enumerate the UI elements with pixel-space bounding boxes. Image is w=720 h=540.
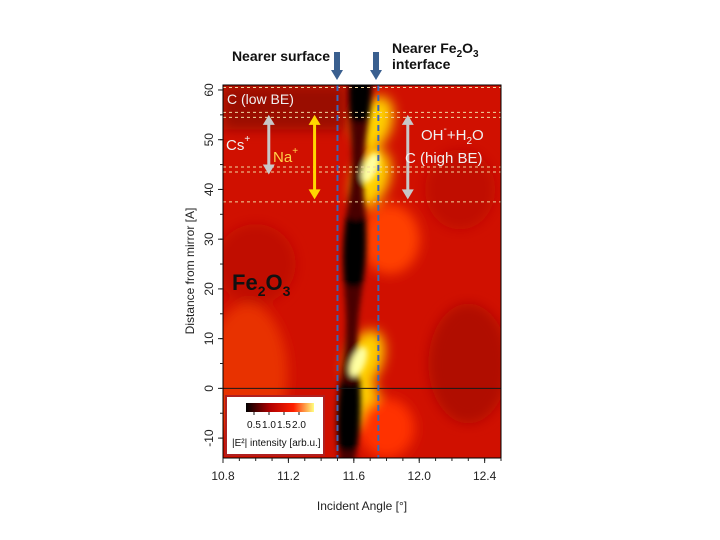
colorbar-tick-label: 2.0 [292, 420, 306, 431]
nearer-interface-label-line2: interface [392, 56, 451, 72]
bright-core-mark [361, 152, 380, 183]
x-tick-label: 11.6 [343, 469, 366, 483]
y-tick-label: 20 [202, 282, 216, 296]
vertical-markers [336, 85, 380, 458]
colorbar-label: |E²| intensity [arb.u.] [232, 438, 321, 449]
fe2o3-label: Fe2O3 [232, 270, 291, 299]
x-tick-label: 12.4 [473, 469, 497, 483]
colorbar-legend: 0.5 1.0 1.5 2.0 |E²| intensity [arb.u.] [225, 395, 325, 456]
y-axis-label: Distance from mirror [A] [183, 208, 197, 335]
cs-label: Cs+ [226, 134, 250, 154]
oh-range-arrow [401, 114, 414, 200]
bright-core-mark [349, 346, 368, 377]
x-tick-label: 10.8 [211, 469, 235, 483]
y-tick-label: 40 [202, 182, 216, 196]
down-arrow-icon [331, 52, 343, 80]
c-low-be-label: C (low BE) [227, 91, 294, 107]
x-axis: 10.8 11.2 11.6 12.0 12.4 [211, 458, 502, 483]
y-tick-label: -10 [202, 429, 216, 447]
x-tick-label: 11.2 [277, 469, 300, 483]
down-arrow-icon [370, 52, 382, 80]
y-tick-label: 0 [202, 385, 216, 392]
range-arrows [262, 114, 414, 200]
cs-range-arrow [262, 114, 275, 175]
y-tick-label: 10 [202, 332, 216, 346]
na-range-arrow [308, 114, 321, 200]
y-axis: -10 0 10 20 30 40 50 60 [202, 83, 223, 447]
colorbar-tick-label: 1.5 [277, 420, 291, 431]
x-axis-label: Incident Angle [°] [317, 499, 407, 513]
y-tick-label: 30 [202, 232, 216, 246]
plot-frame [222, 84, 502, 459]
y-tick-label: 50 [202, 133, 216, 147]
oh-h2o-label: OH-+H2O [421, 124, 484, 147]
horizontal-lines [223, 86, 501, 389]
na-label: Na+ [273, 146, 298, 166]
colorbar-tick-label: 1.0 [262, 420, 276, 431]
dark-band-mark [348, 85, 373, 93]
nearer-surface-label: Nearer surface [232, 48, 330, 64]
colorbar-tick-label: 0.5 [247, 420, 261, 431]
x-tick-label: 12.0 [408, 469, 432, 483]
y-tick-label: 60 [202, 83, 216, 97]
nearer-interface-label: Nearer Fe2O3 [392, 40, 479, 60]
c-high-be-label: C (high BE) [405, 150, 483, 167]
colorbar-gradient [246, 403, 314, 412]
